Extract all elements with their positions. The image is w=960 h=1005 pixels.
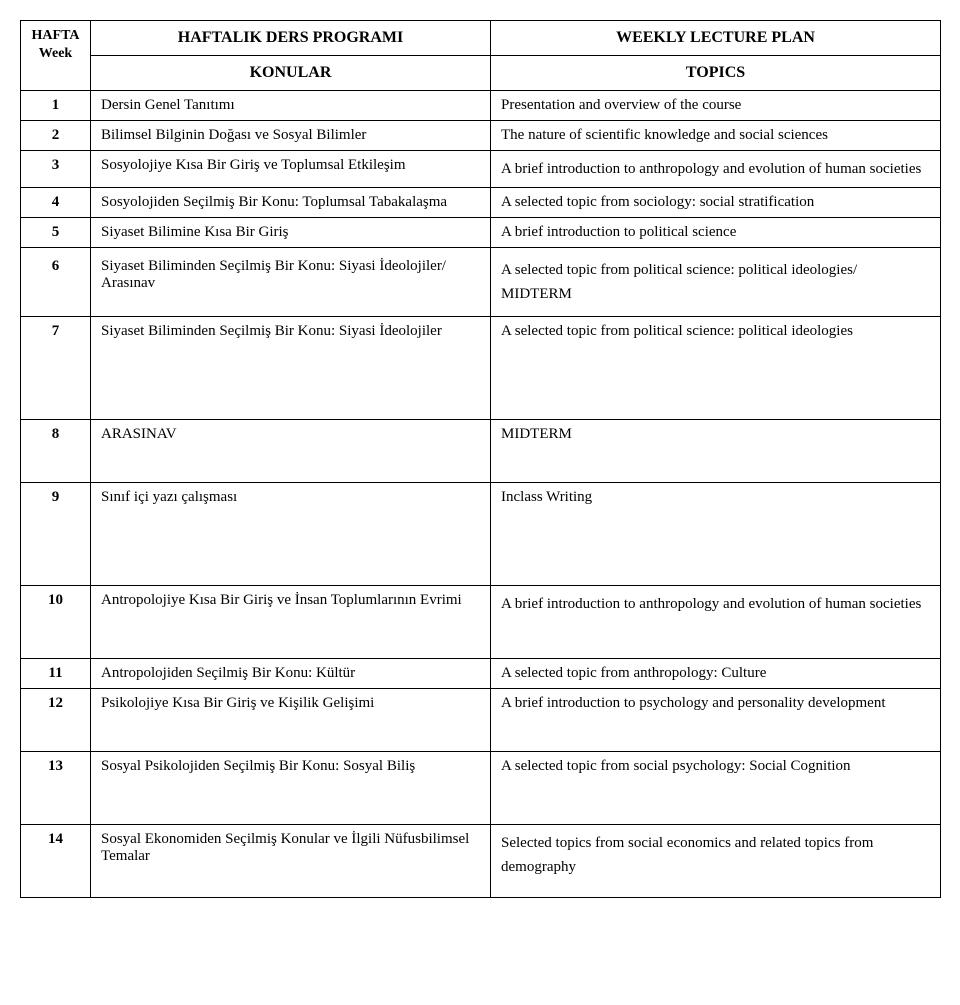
week-number: 4 xyxy=(21,188,91,218)
topic-cell: A brief introduction to anthropology and… xyxy=(491,586,941,659)
topic-cell: Inclass Writing xyxy=(491,483,941,586)
konu-cell: Sosyal Ekonomiden Seçilmiş Konular ve İl… xyxy=(91,825,491,898)
header-weekly: WEEKLY LECTURE PLAN xyxy=(491,21,941,56)
week-number: 8 xyxy=(21,420,91,483)
konu-cell: Siyaset Bilimine Kısa Bir Giriş xyxy=(91,218,491,248)
table-row: 3 Sosyolojiye Kısa Bir Giriş ve Toplumsa… xyxy=(21,151,941,188)
header-row-1: HAFTA Week HAFTALIK DERS PROGRAMI WEEKLY… xyxy=(21,21,941,56)
week-number: 3 xyxy=(21,151,91,188)
topic-cell: A selected topic from anthropology: Cult… xyxy=(491,659,941,689)
topic-cell: A selected topic from social psychology:… xyxy=(491,752,941,825)
week-number: 6 xyxy=(21,248,91,317)
week-number: 14 xyxy=(21,825,91,898)
label-hafta: HAFTA xyxy=(32,28,80,43)
table-row: 11 Antropolojiden Seçilmiş Bir Konu: Kül… xyxy=(21,659,941,689)
konu-cell: Antropolojiden Seçilmiş Bir Konu: Kültür xyxy=(91,659,491,689)
table-row: 10 Antropolojiye Kısa Bir Giriş ve İnsan… xyxy=(21,586,941,659)
label-week: Week xyxy=(39,46,72,61)
konu-cell: Sosyolojiden Seçilmiş Bir Konu: Toplumsa… xyxy=(91,188,491,218)
header-haftalik: HAFTALIK DERS PROGRAMI xyxy=(91,21,491,56)
week-number: 5 xyxy=(21,218,91,248)
konu-cell: Sınıf içi yazı çalışması xyxy=(91,483,491,586)
table-row: 7 Siyaset Biliminden Seçilmiş Bir Konu: … xyxy=(21,317,941,420)
topic-cell: A brief introduction to anthropology and… xyxy=(491,151,941,188)
topic-cell: A brief introduction to political scienc… xyxy=(491,218,941,248)
table-row: 14 Sosyal Ekonomiden Seçilmiş Konular ve… xyxy=(21,825,941,898)
table-row: 8 ARASINAV MIDTERM xyxy=(21,420,941,483)
konu-cell: Antropolojiye Kısa Bir Giriş ve İnsan To… xyxy=(91,586,491,659)
topic-cell: A selected topic from sociology: social … xyxy=(491,188,941,218)
konu-cell: Siyaset Biliminden Seçilmiş Bir Konu: Si… xyxy=(91,317,491,420)
header-hafta-week: HAFTA Week xyxy=(21,21,91,91)
table-row: 13 Sosyal Psikolojiden Seçilmiş Bir Konu… xyxy=(21,752,941,825)
topic-cell: A brief introduction to psychology and p… xyxy=(491,689,941,752)
week-number: 9 xyxy=(21,483,91,586)
topic-cell: A selected topic from political science:… xyxy=(491,248,941,317)
weekly-plan-table: HAFTA Week HAFTALIK DERS PROGRAMI WEEKLY… xyxy=(20,20,941,898)
konu-cell: Siyaset Biliminden Seçilmiş Bir Konu: Si… xyxy=(91,248,491,317)
week-number: 1 xyxy=(21,91,91,121)
week-number: 10 xyxy=(21,586,91,659)
header-topics: TOPICS xyxy=(491,56,941,91)
week-number: 7 xyxy=(21,317,91,420)
konu-cell: Bilimsel Bilginin Doğası ve Sosyal Bilim… xyxy=(91,121,491,151)
topic-cell: A selected topic from political science:… xyxy=(491,317,941,420)
table-row: 12 Psikolojiye Kısa Bir Giriş ve Kişilik… xyxy=(21,689,941,752)
konu-cell: Psikolojiye Kısa Bir Giriş ve Kişilik Ge… xyxy=(91,689,491,752)
week-number: 12 xyxy=(21,689,91,752)
header-konular: KONULAR xyxy=(91,56,491,91)
table-row: 1 Dersin Genel Tanıtımı Presentation and… xyxy=(21,91,941,121)
header-row-2: KONULAR TOPICS xyxy=(21,56,941,91)
week-number: 2 xyxy=(21,121,91,151)
table-row: 6 Siyaset Biliminden Seçilmiş Bir Konu: … xyxy=(21,248,941,317)
table-row: 9 Sınıf içi yazı çalışması Inclass Writi… xyxy=(21,483,941,586)
topic-cell: MIDTERM xyxy=(491,420,941,483)
konu-cell: Sosyolojiye Kısa Bir Giriş ve Toplumsal … xyxy=(91,151,491,188)
konu-cell: ARASINAV xyxy=(91,420,491,483)
konu-cell: Sosyal Psikolojiden Seçilmiş Bir Konu: S… xyxy=(91,752,491,825)
week-number: 13 xyxy=(21,752,91,825)
table-row: 2 Bilimsel Bilginin Doğası ve Sosyal Bil… xyxy=(21,121,941,151)
table-row: 5 Siyaset Bilimine Kısa Bir Giriş A brie… xyxy=(21,218,941,248)
topic-cell: The nature of scientific knowledge and s… xyxy=(491,121,941,151)
topic-cell: Presentation and overview of the course xyxy=(491,91,941,121)
topic-cell: Selected topics from social economics an… xyxy=(491,825,941,898)
week-number: 11 xyxy=(21,659,91,689)
konu-cell: Dersin Genel Tanıtımı xyxy=(91,91,491,121)
table-row: 4 Sosyolojiden Seçilmiş Bir Konu: Toplum… xyxy=(21,188,941,218)
